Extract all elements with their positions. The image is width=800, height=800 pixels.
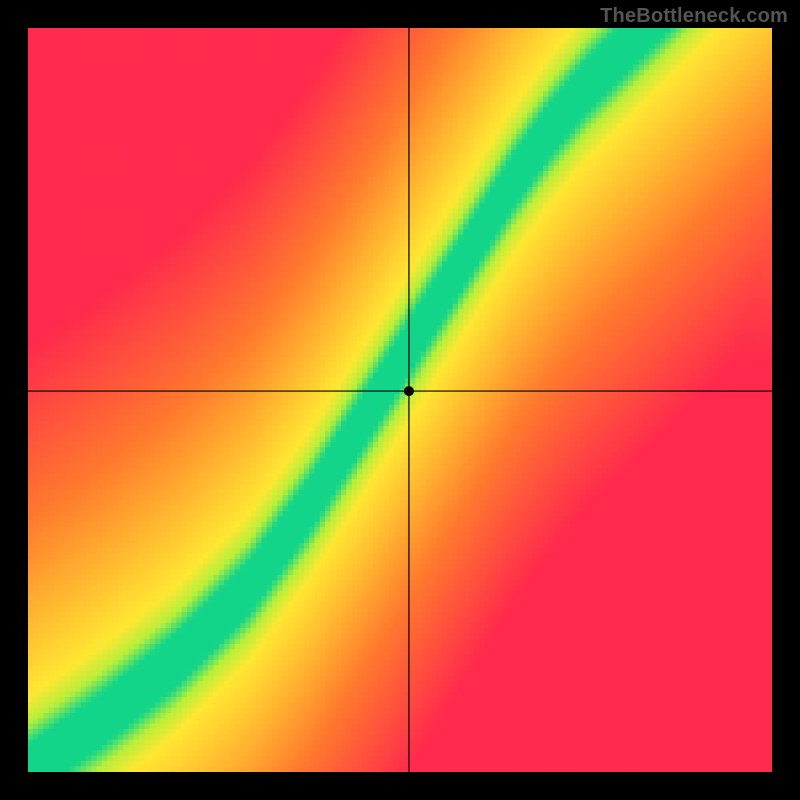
heatmap-cells — [28, 28, 773, 773]
crosshair-dot — [404, 386, 414, 396]
watermark-text: TheBottleneck.com — [600, 5, 788, 28]
heatmap-chart — [0, 0, 800, 800]
chart-container: TheBottleneck.com — [0, 0, 800, 800]
